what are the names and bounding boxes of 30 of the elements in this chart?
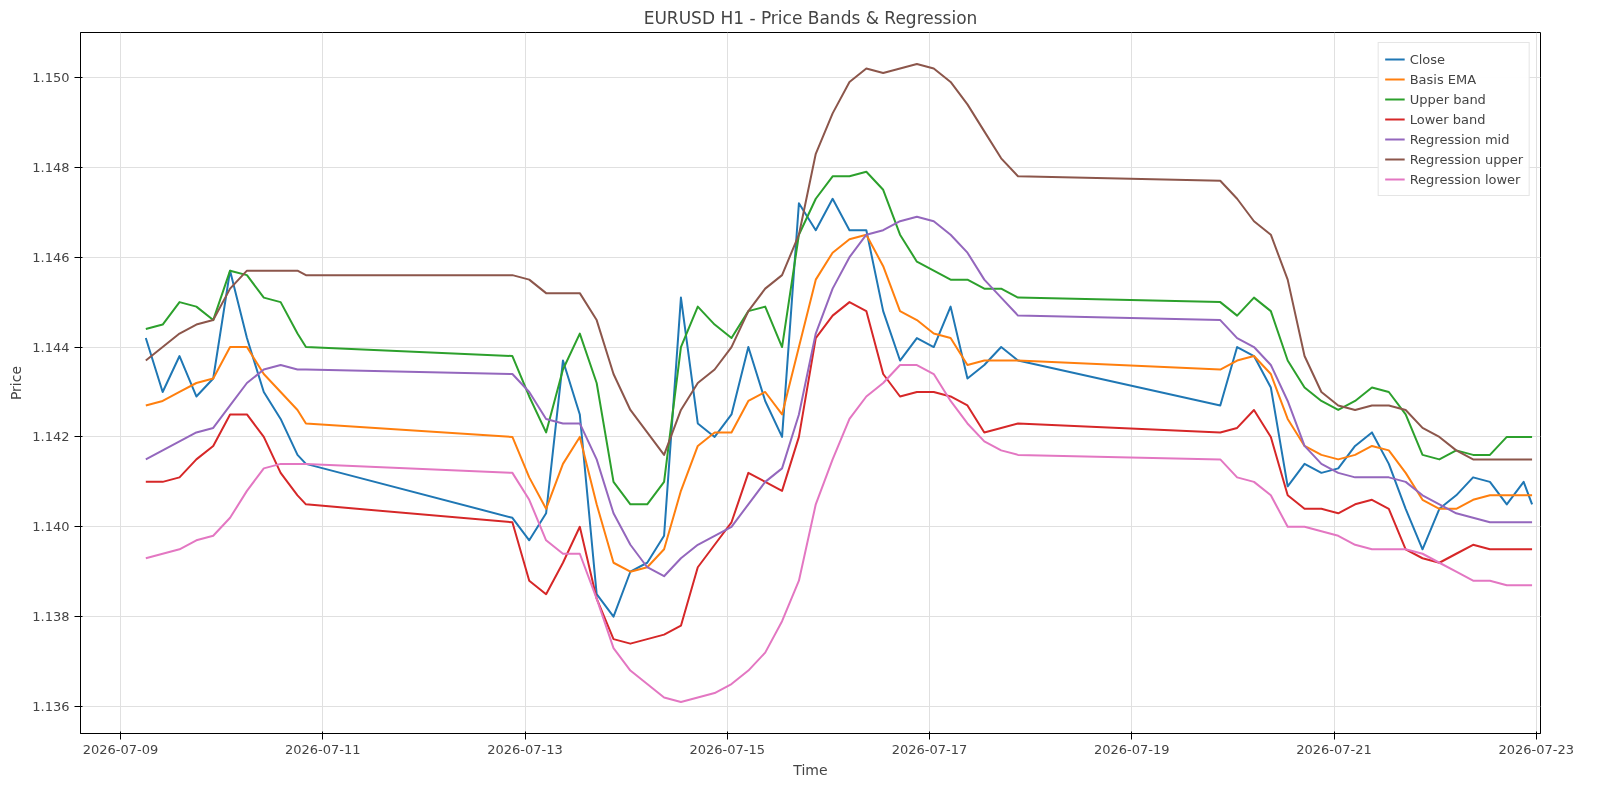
y-tick-label: 1.148 — [32, 159, 70, 175]
legend-label: Upper band — [1409, 91, 1486, 107]
legend-label: Close — [1409, 51, 1446, 67]
y-tick-label: 1.144 — [32, 339, 70, 355]
x-tick-label: 2026-07-21 — [1296, 741, 1372, 757]
x-axis-title: Time — [792, 761, 828, 778]
x-tick-label: 2026-07-09 — [82, 741, 159, 757]
legend-label: Lower band — [1409, 111, 1486, 127]
x-tick-label: 2026-07-23 — [1498, 741, 1575, 757]
legend-label: Regression upper — [1409, 151, 1523, 167]
x-tick-label: 2026-07-13 — [487, 741, 563, 757]
line-series — [144, 301, 1534, 645]
chart-title: EURUSD H1 - Price Bands & Regression — [643, 7, 978, 28]
y-tick-label: 1.138 — [32, 609, 70, 625]
legend-label: Regression mid — [1409, 131, 1510, 147]
y-tick-label: 1.142 — [32, 429, 70, 445]
line-series — [144, 170, 1534, 506]
line-series — [144, 364, 1534, 704]
y-axis-title: Price — [8, 365, 25, 401]
line-series — [144, 62, 1534, 461]
y-tick-label: 1.136 — [32, 699, 70, 715]
y-tick-label: 1.146 — [32, 249, 70, 265]
x-tick-label: 2026-07-15 — [689, 741, 766, 757]
legend-label: Basis EMA — [1409, 71, 1477, 87]
y-tick-label: 1.140 — [32, 519, 70, 535]
legend-label: Regression lower — [1409, 171, 1521, 187]
y-tick-label: 1.150 — [32, 69, 70, 85]
x-tick-label: 2026-07-17 — [891, 741, 968, 757]
x-tick-label: 2026-07-11 — [285, 741, 361, 757]
x-tick-label: 2026-07-19 — [1094, 741, 1170, 757]
